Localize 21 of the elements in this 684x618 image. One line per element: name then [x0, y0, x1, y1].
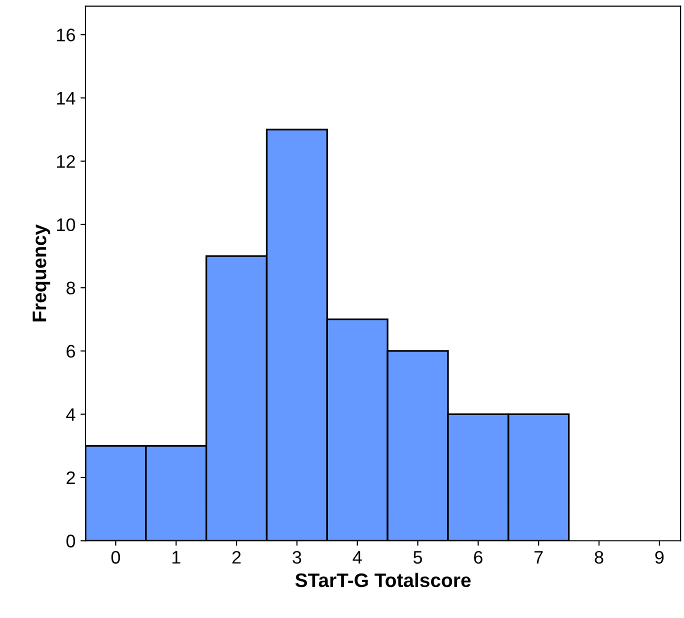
- y-tick-label: 4: [66, 408, 76, 421]
- y-tick-label: 14: [57, 92, 76, 104]
- y-tick-label: 2: [66, 471, 75, 484]
- x-tick-label: 8: [594, 550, 604, 564]
- y-tick-label: 6: [66, 344, 75, 358]
- y-tick-label: 10: [57, 218, 76, 232]
- x-tick-label: 4: [352, 551, 362, 564]
- x-tick-label: 1: [172, 551, 180, 564]
- x-tick-label: 3: [292, 550, 302, 564]
- x-tick-label: 7: [534, 551, 543, 564]
- x-tick-label: 9: [655, 550, 664, 564]
- x-axis-title: STarT-G Totalscore: [295, 572, 471, 588]
- y-axis-title: Frequency: [32, 224, 50, 322]
- x-tick-label: 5: [413, 551, 422, 564]
- x-tick-label: 2: [232, 550, 241, 564]
- y-tick-label: 12: [57, 155, 75, 168]
- x-tick-label: 6: [474, 550, 482, 564]
- y-tick-label: 16: [57, 28, 75, 42]
- y-tick-label: 0: [66, 534, 76, 548]
- x-tick-label: 0: [111, 550, 120, 564]
- y-tick-label: 8: [66, 282, 75, 294]
